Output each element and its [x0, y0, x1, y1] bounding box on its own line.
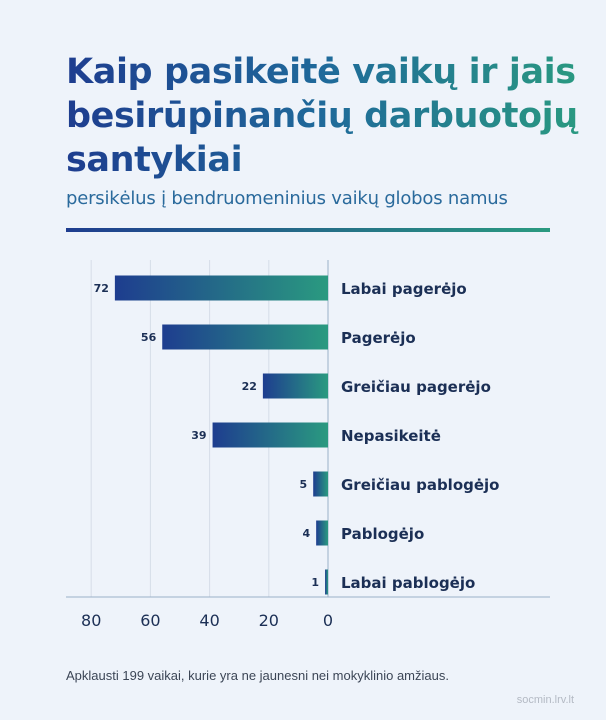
value-label: 39 — [191, 429, 206, 442]
x-tick-label: 60 — [140, 611, 160, 630]
value-label: 56 — [141, 331, 157, 344]
category-label: Greičiau pablogėjo — [341, 476, 499, 494]
category-label: Labai pablogėjo — [341, 574, 475, 592]
bar-chart: 72 Labai pagerėjo 56 Pagerėjo 22 Greičiau pag… — [66, 260, 550, 630]
bar — [162, 324, 328, 350]
category-label: Nepasikeitė — [341, 427, 441, 445]
bars: 72 Labai pagerėjo 56 Pagerėjo 22 Greičiau pag… — [94, 275, 499, 595]
bar — [114, 275, 328, 301]
bar — [325, 569, 328, 595]
category-label: Pagerėjo — [341, 329, 416, 347]
category-label: Pablogėjo — [341, 525, 424, 543]
bar — [313, 471, 328, 497]
chart-subtitle: persikėlus į bendruomeninius vaikų globo… — [66, 188, 508, 209]
x-tick-label: 40 — [199, 611, 219, 630]
x-tick-label: 20 — [259, 611, 279, 630]
x-axis: 80 60 40 20 0 — [66, 596, 550, 630]
footnote: Apklausti 199 vaikai, kurie yra ne jaune… — [66, 668, 449, 683]
x-tick-label: 80 — [81, 611, 101, 630]
value-label: 5 — [300, 478, 308, 491]
source-credit: socmin.lrv.lt — [516, 694, 574, 706]
value-label: 72 — [94, 282, 109, 295]
x-tick-label: 0 — [323, 611, 333, 630]
bar — [212, 422, 328, 448]
bar — [262, 373, 328, 399]
bar — [316, 520, 328, 546]
category-label: Labai pagerėjo — [341, 280, 467, 298]
value-label: 22 — [242, 380, 257, 393]
title-underline — [66, 228, 550, 232]
category-label: Greičiau pagerėjo — [341, 378, 491, 396]
value-label: 1 — [311, 576, 319, 589]
chart-title: Kaip pasikeitė vaikų ir jais besirūpinan… — [66, 50, 586, 182]
value-label: 4 — [303, 527, 311, 540]
